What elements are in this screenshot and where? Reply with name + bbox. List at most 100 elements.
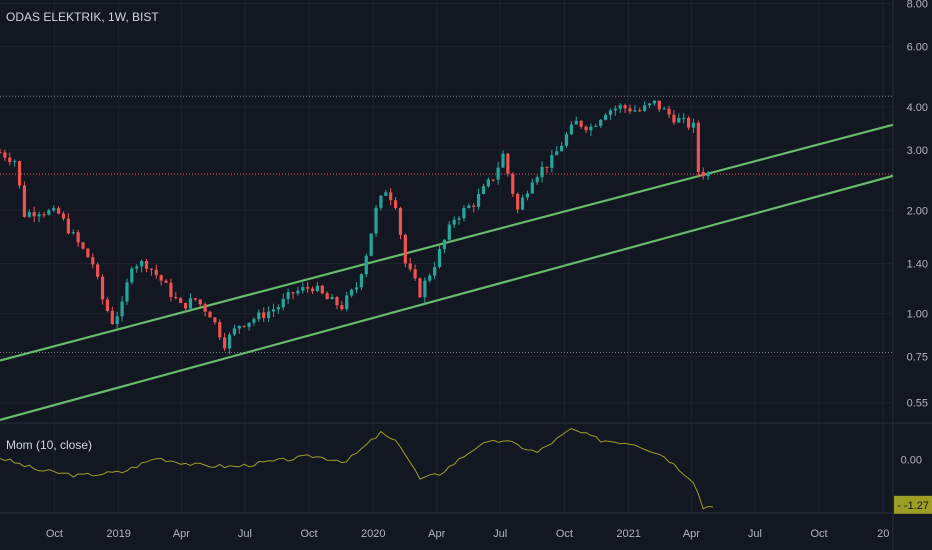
candle-body[interactable]: [667, 108, 671, 115]
candle-body[interactable]: [374, 207, 378, 234]
candle-body[interactable]: [428, 275, 432, 281]
candle-body[interactable]: [3, 152, 7, 158]
candle-body[interactable]: [423, 280, 427, 298]
candle-body[interactable]: [81, 242, 85, 249]
candle-body[interactable]: [511, 173, 515, 194]
candle-body[interactable]: [657, 100, 661, 110]
price-axis[interactable]: 8.00 6.00 4.00 3.00 2.00 1.40 1.00 0.75 0.55: [907, 0, 928, 410]
candle-body[interactable]: [618, 105, 622, 109]
candle-body[interactable]: [662, 108, 666, 110]
candle-body[interactable]: [447, 224, 451, 240]
candle-body[interactable]: [315, 285, 320, 292]
candle-body[interactable]: [17, 161, 22, 186]
candle-body[interactable]: [647, 103, 652, 106]
candle-body[interactable]: [599, 119, 603, 126]
candle-body[interactable]: [276, 307, 280, 310]
candle-body[interactable]: [198, 299, 202, 305]
candle-body[interactable]: [433, 267, 437, 276]
candle-body[interactable]: [169, 282, 173, 297]
channel-trendline[interactable]: [0, 174, 894, 421]
candle-body[interactable]: [643, 105, 647, 111]
candle-body[interactable]: [345, 295, 349, 310]
candle-body[interactable]: [164, 280, 168, 283]
candle-body[interactable]: [110, 310, 114, 325]
candle-body[interactable]: [535, 177, 539, 183]
candle-body[interactable]: [242, 325, 246, 327]
candle-body[interactable]: [579, 120, 583, 127]
candle-body[interactable]: [286, 292, 290, 299]
candle-body[interactable]: [389, 192, 393, 201]
candle-body[interactable]: [174, 296, 178, 299]
candle-body[interactable]: [418, 278, 422, 298]
candle-body[interactable]: [462, 207, 466, 219]
candle-body[interactable]: [188, 298, 193, 309]
candle-body[interactable]: [555, 151, 559, 156]
channel-trendline[interactable]: [0, 123, 894, 362]
candle-body[interactable]: [525, 193, 530, 198]
candle-body[interactable]: [149, 268, 153, 270]
candle-body[interactable]: [247, 322, 251, 327]
candle-body[interactable]: [569, 124, 573, 135]
candle-body[interactable]: [584, 126, 588, 131]
candle-body[interactable]: [291, 292, 295, 294]
candle-body[interactable]: [310, 288, 315, 292]
candle-body[interactable]: [520, 197, 525, 210]
candle-body[interactable]: [476, 193, 481, 207]
candle-body[interactable]: [301, 287, 305, 291]
candle-body[interactable]: [130, 268, 134, 283]
candle-body[interactable]: [677, 117, 681, 123]
candle-body[interactable]: [638, 110, 642, 112]
candle-body[interactable]: [66, 218, 70, 234]
candle-body[interactable]: [57, 208, 61, 214]
candle-body[interactable]: [232, 328, 237, 335]
candle-body[interactable]: [457, 218, 461, 220]
candle-body[interactable]: [32, 212, 36, 217]
candle-body[interactable]: [22, 185, 27, 217]
candle-body[interactable]: [413, 269, 417, 279]
candle-body[interactable]: [335, 296, 339, 306]
candle-body[interactable]: [706, 173, 710, 177]
candle-body[interactable]: [633, 110, 637, 112]
candle-body[interactable]: [686, 117, 691, 128]
candle-body[interactable]: [437, 249, 442, 268]
candle-body[interactable]: [262, 312, 266, 319]
candle-body[interactable]: [257, 312, 261, 320]
candle-body[interactable]: [408, 263, 412, 270]
candle-body[interactable]: [213, 317, 217, 323]
candle-body[interactable]: [71, 232, 75, 234]
candle-body[interactable]: [325, 293, 329, 300]
candle-body[interactable]: [237, 325, 241, 329]
candle-body[interactable]: [105, 299, 110, 311]
candle-body[interactable]: [623, 105, 627, 109]
candle-body[interactable]: [125, 282, 129, 302]
candle-body[interactable]: [393, 200, 398, 209]
candle-body[interactable]: [369, 233, 373, 256]
candle-body[interactable]: [501, 153, 505, 168]
candle-body[interactable]: [203, 304, 207, 312]
candle-body[interactable]: [135, 266, 139, 269]
candle-body[interactable]: [628, 108, 632, 112]
candle-body[interactable]: [320, 285, 324, 294]
candle-body[interactable]: [560, 145, 564, 152]
candle-body[interactable]: [37, 214, 41, 217]
candle-body[interactable]: [227, 334, 232, 349]
candle-body[interactable]: [306, 287, 310, 289]
candle-body[interactable]: [550, 155, 554, 168]
candle-body[interactable]: [115, 316, 119, 325]
candle-body[interactable]: [364, 255, 368, 275]
candle-body[interactable]: [652, 100, 657, 104]
candle-body[interactable]: [296, 290, 300, 294]
candle-body[interactable]: [540, 166, 544, 178]
candle-body[interactable]: [564, 134, 569, 146]
candle-body[interactable]: [223, 337, 227, 349]
candle-body[interactable]: [218, 322, 222, 338]
candle-body[interactable]: [52, 208, 56, 211]
candle-body[interactable]: [696, 122, 700, 173]
candle-body[interactable]: [442, 239, 447, 250]
candle-body[interactable]: [359, 274, 363, 288]
candle-body[interactable]: [8, 157, 12, 163]
candle-body[interactable]: [398, 208, 403, 235]
candle-body[interactable]: [486, 179, 490, 187]
candle-body[interactable]: [13, 161, 17, 163]
